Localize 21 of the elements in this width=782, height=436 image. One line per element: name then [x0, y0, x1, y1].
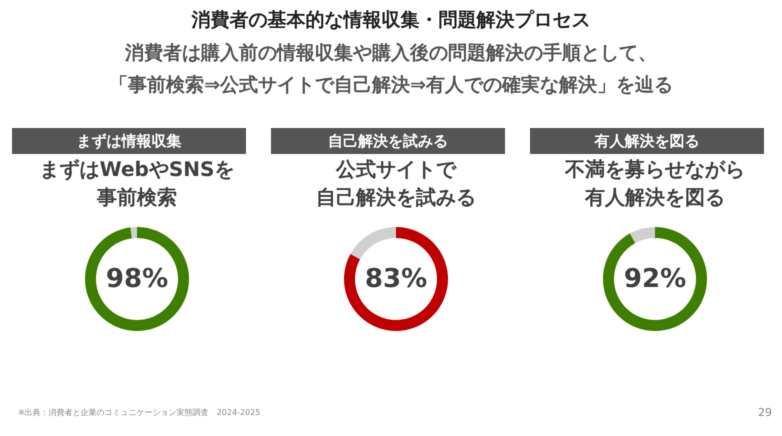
donut-slice [130, 227, 137, 238]
text: 29 [758, 406, 772, 419]
chart-title: 有人解決を図る [594, 132, 700, 150]
donut-slice [603, 227, 707, 331]
data-label: 92% [624, 264, 686, 294]
text: 消費者の基本的な情報収集・問題解決プロセス [190, 9, 590, 31]
text: ※出典：消費者と企業のコミュニケーション実態調査 2024-2025 [18, 408, 260, 417]
text: 不満を募らせながら [565, 157, 745, 181]
chart-subtitle: まずはWebやSNSを事前検索 [40, 157, 234, 209]
chart-title: 自己解決を試みる [328, 132, 448, 150]
data-label: 98% [106, 264, 168, 294]
chart-title: まずは情報収集 [76, 132, 182, 150]
text: 消費者は購入前の情報収集や購入後の問題解決の手順として、「事前検索⇒公式サイトで自己解決⇒有人での確実な解決」を辿る [109, 42, 673, 96]
data-label: 83% [364, 264, 428, 294]
chart-title: 自己解決を試みる [316, 185, 476, 209]
donut-slice [630, 227, 655, 244]
donut-slice [350, 227, 396, 260]
text: 公式サイトで [336, 157, 456, 181]
chart-title: 有人解決を図る [584, 185, 725, 209]
donut-slice [344, 227, 448, 331]
donut-slice [85, 227, 189, 331]
